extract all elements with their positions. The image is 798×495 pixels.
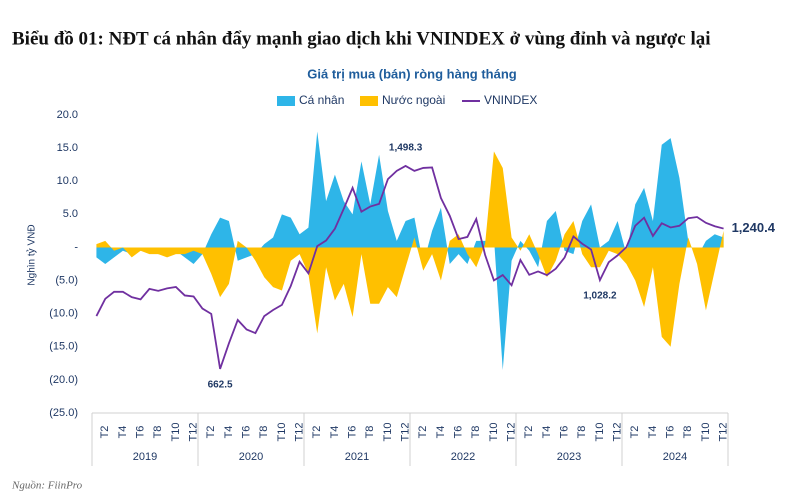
x-tick-label: T2 <box>205 426 217 439</box>
x-tick-label: T4 <box>435 426 447 439</box>
x-tick-label: T6 <box>558 426 570 439</box>
x-tick-label: T8 <box>258 426 270 439</box>
x-tick-label: T4 <box>541 426 553 439</box>
x-tick-label: T12 <box>717 423 729 442</box>
x-tick-label: T2 <box>99 426 111 439</box>
y-tick-label: (10.0) <box>49 308 78 320</box>
data-label: 1,240.4 <box>732 220 776 235</box>
data-label: 662.5 <box>208 380 233 391</box>
x-tick-label: T12 <box>611 423 623 442</box>
x-tick-label: T8 <box>152 426 164 439</box>
year-label: 2021 <box>345 451 369 463</box>
x-tick-label: T6 <box>452 426 464 439</box>
y-tick-label: 15.0 <box>57 142 78 154</box>
x-tick-label: T2 <box>523 426 535 439</box>
x-tick-label: T6 <box>240 426 252 439</box>
data-label: 1,498.3 <box>389 143 423 154</box>
x-tick-label: T10 <box>594 423 606 442</box>
y-tick-label: (20.0) <box>49 374 78 386</box>
legend-label: Cá nhân <box>299 93 344 107</box>
x-tick-label: T8 <box>470 426 482 439</box>
x-tick-label: T8 <box>576 426 588 439</box>
x-tick-label: T4 <box>647 426 659 439</box>
y-tick-label: (15.0) <box>49 341 78 353</box>
data-label: 1,028.2 <box>583 291 617 302</box>
x-tick-label: T6 <box>664 426 676 439</box>
y-tick-label: (5.0) <box>55 274 78 286</box>
area <box>96 151 724 347</box>
x-tick-label: T2 <box>417 426 429 439</box>
x-tick-label: T12 <box>187 423 199 442</box>
year-label: 2022 <box>451 451 475 463</box>
x-tick-label: T12 <box>293 423 305 442</box>
y-tick-label: 5.0 <box>63 208 78 220</box>
line <box>95 164 724 370</box>
x-tick-label: T6 <box>346 426 358 439</box>
year-label: 2019 <box>133 451 157 463</box>
x-tick-label: T4 <box>223 426 235 439</box>
legend-swatch <box>277 96 295 106</box>
source: Nguồn: FiinPro <box>11 480 83 492</box>
y-tick-label: - <box>74 241 78 253</box>
x-tick-label: T12 <box>399 423 411 442</box>
year-label: 2020 <box>239 451 263 463</box>
legend-swatch <box>360 96 378 106</box>
x-tick-label: T10 <box>170 423 182 442</box>
y-tick-label: (25.0) <box>49 407 78 419</box>
year-label: 2024 <box>663 451 687 463</box>
y-axis-label: Nghìn tỷ VNĐ <box>26 224 38 285</box>
x-tick-label: T10 <box>700 423 712 442</box>
x-tick-label: T8 <box>364 426 376 439</box>
legend-label: Nước ngoài <box>382 93 445 107</box>
x-tick-label: T10 <box>488 423 500 442</box>
x-tick-label: T12 <box>505 423 517 442</box>
year-label: 2023 <box>557 451 581 463</box>
x-tick-label: T10 <box>382 423 394 442</box>
chart-subtitle: Giá trị mua (bán) ròng hàng tháng <box>307 66 517 81</box>
y-tick-label: 20.0 <box>57 109 78 121</box>
x-tick-label: T10 <box>276 423 288 442</box>
legend-label: VNINDEX <box>484 93 537 107</box>
x-tick-label: T8 <box>682 426 694 439</box>
x-tick-label: T2 <box>629 426 641 439</box>
x-tick-label: T4 <box>117 426 129 439</box>
chart-title: Biểu đồ 01: NĐT cá nhân đẩy mạnh giao dị… <box>12 28 711 49</box>
y-tick-label: 10.0 <box>57 175 78 187</box>
area <box>96 131 724 370</box>
x-tick-label: T6 <box>134 426 146 439</box>
x-tick-label: T4 <box>329 426 341 439</box>
x-tick-label: T2 <box>311 426 323 439</box>
